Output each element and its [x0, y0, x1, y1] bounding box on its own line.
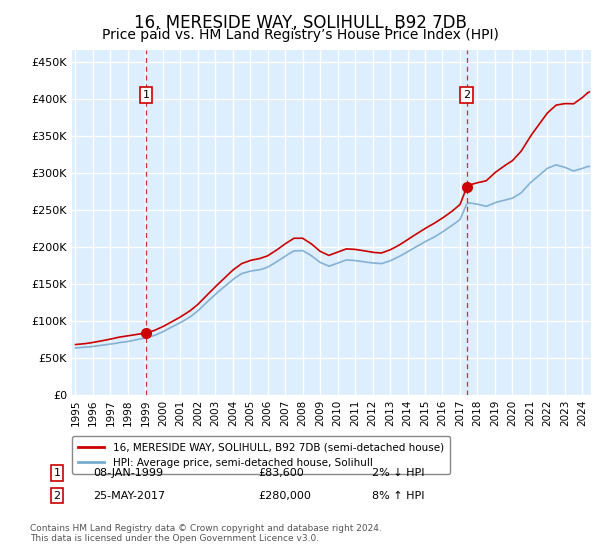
Text: 08-JAN-1999: 08-JAN-1999 — [93, 468, 163, 478]
Text: 16, MERESIDE WAY, SOLIHULL, B92 7DB: 16, MERESIDE WAY, SOLIHULL, B92 7DB — [134, 14, 466, 32]
Text: 2: 2 — [53, 491, 61, 501]
Text: 25-MAY-2017: 25-MAY-2017 — [93, 491, 165, 501]
Text: Price paid vs. HM Land Registry’s House Price Index (HPI): Price paid vs. HM Land Registry’s House … — [101, 28, 499, 42]
Text: £83,600: £83,600 — [258, 468, 304, 478]
Text: Contains HM Land Registry data © Crown copyright and database right 2024.
This d: Contains HM Land Registry data © Crown c… — [30, 524, 382, 543]
Text: 1: 1 — [142, 90, 149, 100]
Text: 8% ↑ HPI: 8% ↑ HPI — [372, 491, 425, 501]
Text: 2% ↓ HPI: 2% ↓ HPI — [372, 468, 425, 478]
Text: £280,000: £280,000 — [258, 491, 311, 501]
Text: 2: 2 — [463, 90, 470, 100]
Legend: 16, MERESIDE WAY, SOLIHULL, B92 7DB (semi-detached house), HPI: Average price, s: 16, MERESIDE WAY, SOLIHULL, B92 7DB (sem… — [72, 436, 450, 474]
Text: 1: 1 — [53, 468, 61, 478]
